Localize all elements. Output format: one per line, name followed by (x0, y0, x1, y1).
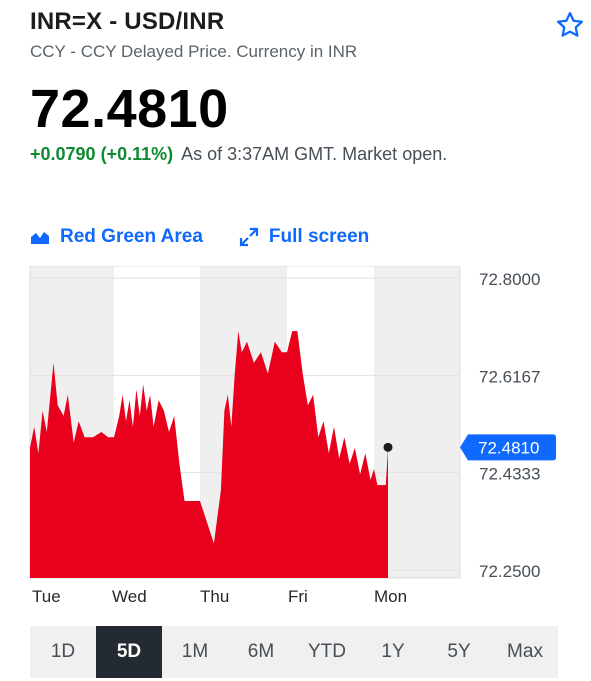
as-of-time: As of 3:37AM GMT. Market open. (181, 144, 448, 164)
x-axis: Tue Wed Thu Fri Mon (32, 587, 407, 606)
range-1y[interactable]: 1Y (381, 641, 405, 662)
chart-type-label: Red Green Area (60, 226, 203, 247)
y-tick-label-1: 72.6167 (479, 367, 540, 386)
chart-toolbar: Red Green Area Full screen (30, 226, 369, 248)
current-price-flag (460, 434, 556, 461)
current-price-marker: 72.4810 (383, 434, 556, 461)
range-1d[interactable]: 1D (50, 641, 76, 662)
symbol-title: INR=X - USD/INR (30, 8, 225, 35)
price-chart[interactable]: 72.8000 72.6167 72.4333 72.2500 Tue Wed Thu Fr… (0, 266, 591, 612)
fullscreen-button[interactable]: Full screen (239, 226, 369, 248)
change-row: +0.0790 (+0.11%) As of 3:37AM GMT. Market… (30, 144, 447, 165)
chart-type-button[interactable]: Red Green Area (30, 226, 203, 248)
x-tick-label-tue: Tue (32, 587, 61, 606)
x-tick-label-thu: Thu (200, 587, 229, 606)
x-tick-label-wed: Wed (112, 587, 147, 606)
range-selector: 1D 5D 1M 6M YTD 1Y 5Y Max (30, 626, 558, 678)
price-change: +0.0790 (+0.11%) (30, 144, 174, 164)
last-price-dot (383, 442, 393, 452)
range-5d[interactable]: 5D (96, 626, 162, 678)
quote-header: INR=X - USD/INR (30, 8, 561, 36)
range-1m[interactable]: 1M (181, 641, 209, 662)
day-band-mon (374, 266, 460, 578)
x-tick-label-mon: Mon (374, 587, 407, 606)
area-chart-icon (31, 232, 49, 244)
range-6m[interactable]: 6M (247, 641, 275, 662)
expand-arrows-icon (239, 227, 259, 247)
current-price: 72.4810 (30, 79, 229, 139)
range-max[interactable]: Max (507, 641, 543, 662)
range-5y[interactable]: 5Y (447, 641, 471, 662)
fullscreen-label: Full screen (268, 226, 370, 247)
quote-subtitle: CCY - CCY Delayed Price. Currency in INR (30, 42, 358, 61)
star-outline-icon[interactable] (555, 10, 585, 40)
price-area-fill (30, 331, 388, 578)
current-price-label: 72.4810 (478, 438, 539, 457)
x-tick-label-fri: Fri (288, 587, 308, 606)
y-tick-label-0: 72.8000 (479, 270, 540, 289)
y-tick-label-2: 72.4333 (479, 465, 540, 484)
price-area (30, 331, 388, 578)
range-ytd[interactable]: YTD (308, 641, 346, 662)
y-axis: 72.8000 72.6167 72.4333 72.2500 (479, 270, 540, 581)
y-tick-label-3: 72.2500 (479, 562, 540, 581)
